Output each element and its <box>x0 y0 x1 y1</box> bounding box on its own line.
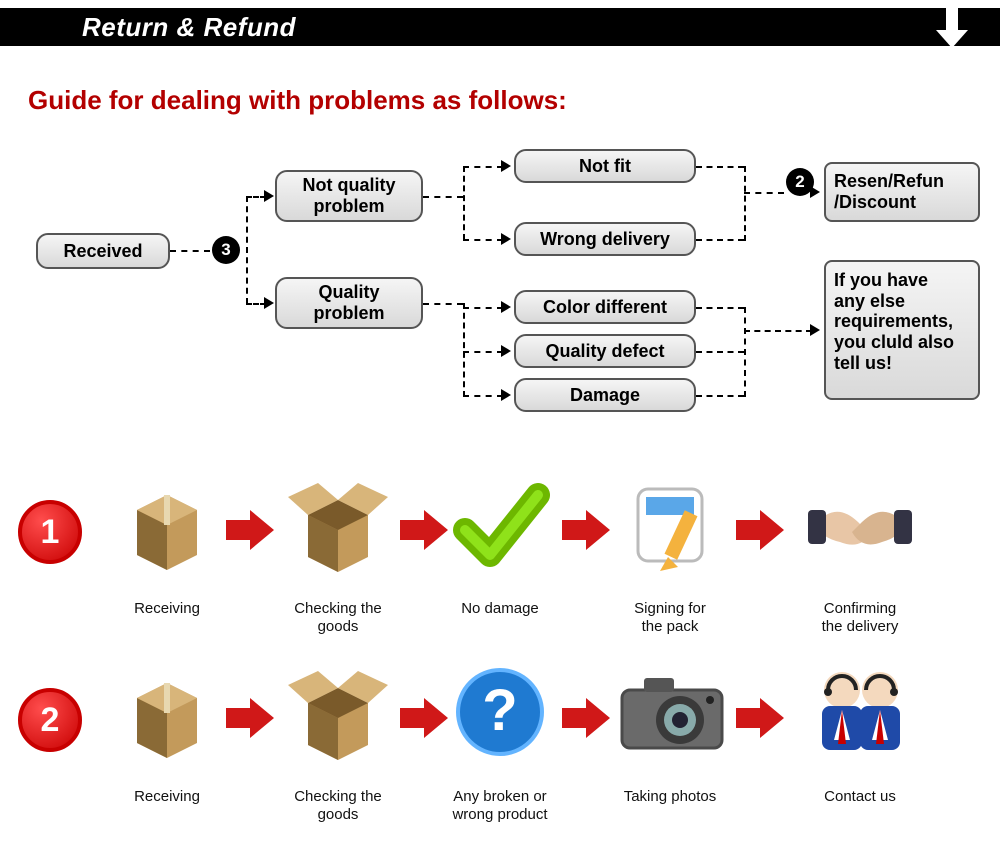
connector <box>246 303 266 305</box>
connector <box>744 307 746 397</box>
flow-badge-3: 3 <box>212 236 240 264</box>
pencil-note-icon <box>620 475 720 575</box>
step-label: Any broken or wrong product <box>430 788 570 824</box>
connector <box>170 250 210 252</box>
connector <box>423 196 463 198</box>
row2-badge: 2 <box>18 688 82 752</box>
step-label: Contact us <box>790 788 930 806</box>
row2-badge-num: 2 <box>41 701 60 740</box>
step-label: Receiving <box>97 600 237 618</box>
header-title: Return & Refund <box>82 12 296 43</box>
red-arrow-icon <box>226 510 274 550</box>
arrowhead-icon <box>501 389 511 401</box>
header-bar: Return & Refund <box>0 8 1000 46</box>
arrowhead-icon <box>810 186 820 198</box>
red-arrow-icon <box>736 510 784 550</box>
connector <box>463 351 503 353</box>
red-arrow-icon <box>562 698 610 738</box>
agents-icon <box>800 660 920 765</box>
connector <box>246 196 248 304</box>
arrowhead-icon <box>264 297 274 309</box>
connector <box>246 196 266 198</box>
box-open-icon <box>278 658 398 768</box>
connector <box>463 307 503 309</box>
connector <box>463 166 465 240</box>
node-not-quality: Not quality problem <box>275 170 423 222</box>
connector <box>423 303 463 305</box>
box-open-icon <box>278 470 398 580</box>
step-label: Receiving <box>97 788 237 806</box>
connector <box>463 303 465 397</box>
connector <box>696 395 744 397</box>
step-label: Confirming the delivery <box>790 600 930 636</box>
step-label: No damage <box>430 600 570 618</box>
camera-icon <box>612 670 732 760</box>
connector <box>463 395 503 397</box>
connector <box>696 239 744 241</box>
step-label: Signing for the pack <box>600 600 740 636</box>
header-down-arrow-icon <box>934 4 970 50</box>
connector <box>463 166 503 168</box>
red-arrow-icon <box>400 698 448 738</box>
question-blue-icon: ? <box>450 662 550 762</box>
node-received: Received <box>36 233 170 269</box>
guide-heading: Guide for dealing with problems as follo… <box>28 85 567 116</box>
node-color-diff: Color different <box>514 290 696 324</box>
node-quality-defect: Quality defect <box>514 334 696 368</box>
node-not-fit: Not fit <box>514 149 696 183</box>
arrowhead-icon <box>501 233 511 245</box>
node-wrong-delivery: Wrong delivery <box>514 222 696 256</box>
red-arrow-icon <box>736 698 784 738</box>
step-label: Taking photos <box>600 788 740 806</box>
row1-badge: 1 <box>18 500 82 564</box>
arrowhead-icon <box>501 301 511 313</box>
red-arrow-icon <box>226 698 274 738</box>
red-arrow-icon <box>562 510 610 550</box>
connector <box>696 307 744 309</box>
box-closed-icon <box>112 658 222 768</box>
check-green-icon <box>450 475 550 575</box>
node-damage: Damage <box>514 378 696 412</box>
svg-text:?: ? <box>482 678 517 743</box>
step-label: Checking the goods <box>268 788 408 824</box>
step-label: Checking the goods <box>268 600 408 636</box>
connector <box>696 351 744 353</box>
box-closed-icon <box>112 470 222 580</box>
node-resen-refund: Resen/Refun /Discount <box>824 162 980 222</box>
node-quality: Quality problem <box>275 277 423 329</box>
arrowhead-icon <box>501 345 511 357</box>
row1-badge-num: 1 <box>41 513 60 552</box>
connector <box>744 330 812 332</box>
red-arrow-icon <box>400 510 448 550</box>
node-note: If you have any else requirements, you c… <box>824 260 980 400</box>
arrowhead-icon <box>501 160 511 172</box>
page-root: Return & Refund Guide for dealing with p… <box>0 0 1000 841</box>
connector <box>463 239 503 241</box>
arrowhead-icon <box>264 190 274 202</box>
connector <box>696 166 744 168</box>
connector <box>744 166 746 241</box>
handshake-icon <box>800 480 920 575</box>
arrowhead-icon <box>810 324 820 336</box>
connector <box>744 192 784 194</box>
